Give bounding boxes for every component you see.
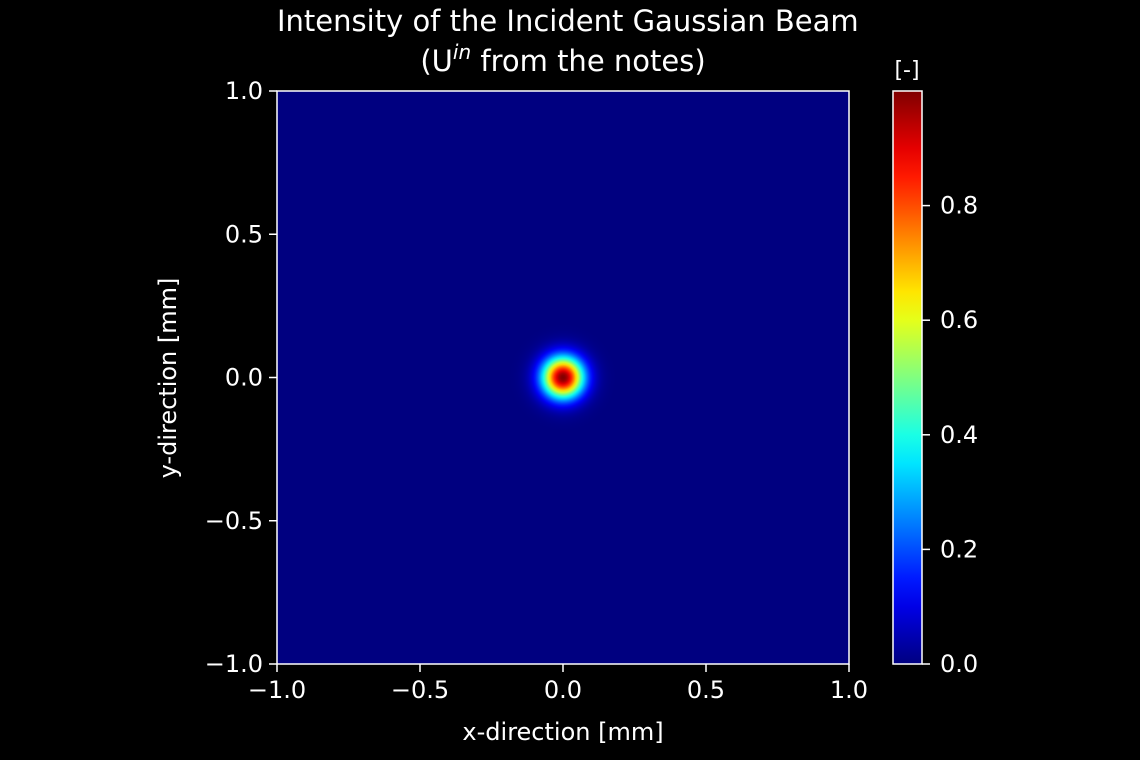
y-axis-label: y-direction [mm] [154, 278, 182, 479]
colorbar-tick-label: 0.0 [940, 650, 978, 678]
y-tick-label: −1.0 [205, 650, 263, 678]
chart-title-suffix: from the notes) [471, 44, 706, 78]
x-axis: −1.0 −0.5 0.0 0.5 1.0 [248, 664, 868, 704]
y-tick-label: −0.5 [205, 507, 263, 535]
chart-title-superscript: in [452, 40, 472, 64]
chart-title-line1: Intensity of the Incident Gaussian Beam [277, 4, 859, 38]
colorbar-ticks: 0.0 0.2 0.4 0.6 0.8 [922, 192, 978, 678]
colorbar-label: [-] [894, 58, 919, 83]
colorbar-frame [892, 90, 923, 665]
y-tick-label: 0.5 [225, 220, 263, 248]
colorbar-tick-label: 0.4 [940, 421, 978, 449]
chart-title-line2: (Uin from the notes) [277, 40, 849, 78]
x-tick-label: 1.0 [830, 676, 868, 704]
colorbar-fill [893, 91, 922, 664]
x-tick-label: −1.0 [248, 676, 306, 704]
x-tick-label: −0.5 [391, 676, 449, 704]
colorbar-tick-label: 0.2 [940, 535, 978, 563]
y-tick-label: 1.0 [225, 77, 263, 105]
y-tick-label: 0.0 [225, 364, 263, 392]
gaussian-beam-spot [477, 291, 649, 464]
heatmap-area [276, 90, 850, 665]
x-tick-label: 0.5 [687, 676, 725, 704]
y-axis: −1.0 −0.5 0.0 0.5 1.0 [205, 77, 277, 678]
x-tick-label: 0.0 [544, 676, 582, 704]
chart-title-prefix: (U [420, 44, 453, 78]
colorbar: [-] 0.0 0.2 0.4 0.6 0.8 [892, 58, 978, 678]
colorbar-tick-label: 0.6 [940, 306, 978, 334]
x-axis-label: x-direction [mm] [462, 718, 663, 746]
colorbar-tick-label: 0.8 [940, 192, 978, 220]
